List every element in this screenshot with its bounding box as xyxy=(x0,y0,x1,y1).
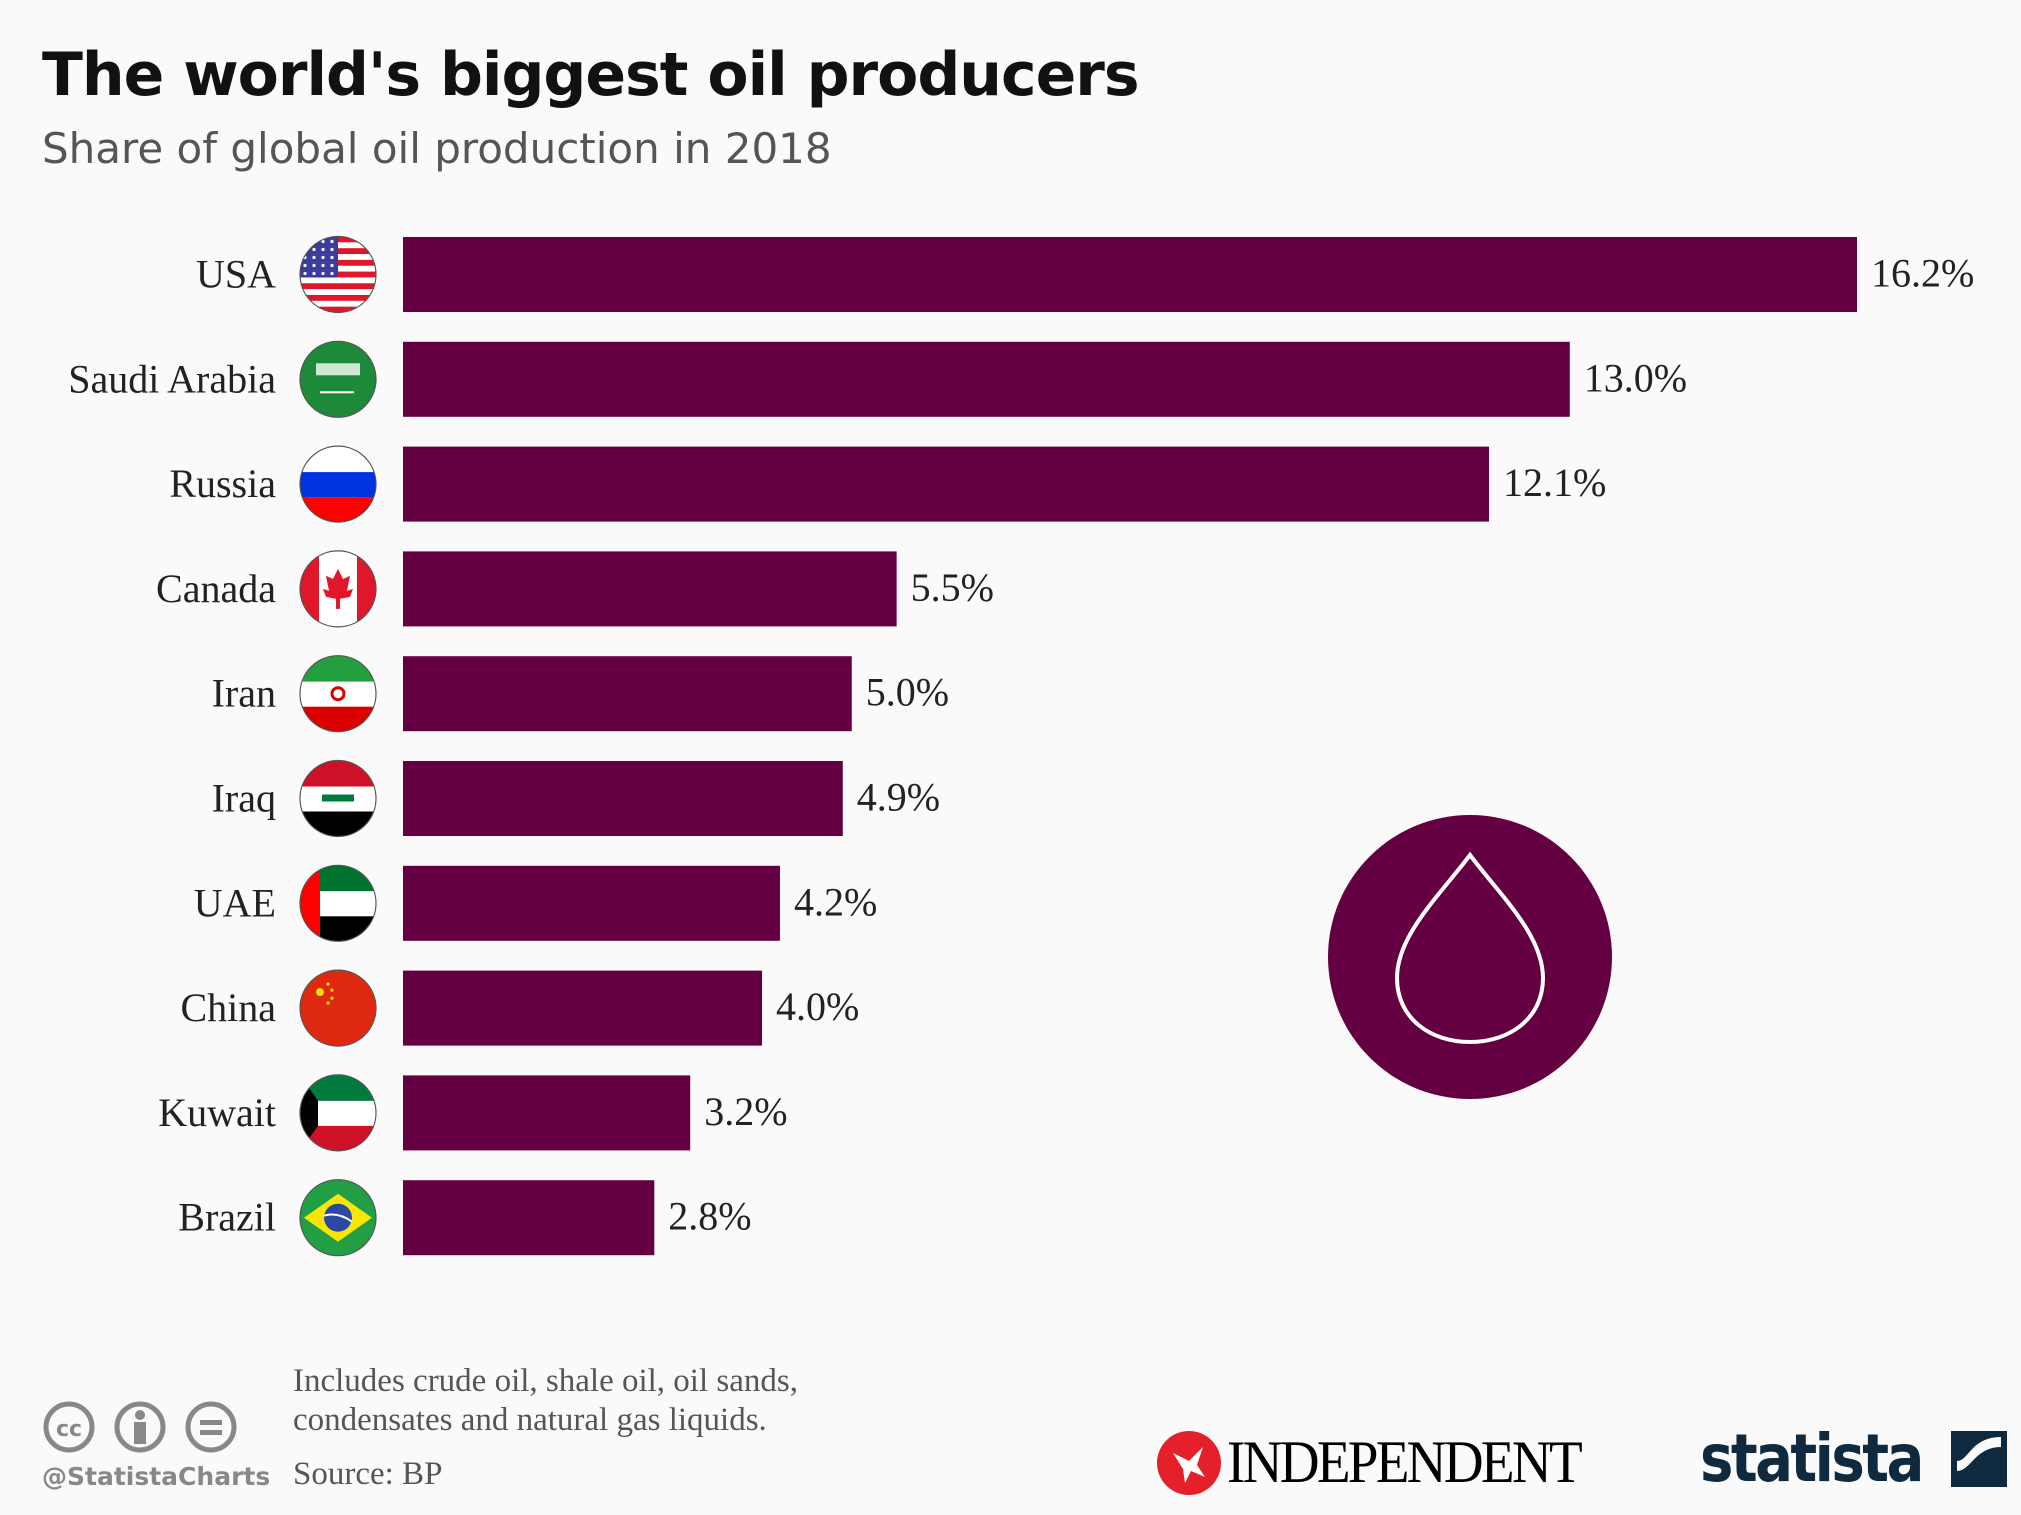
footnote: Includes crude oil, shale oil, oil sands… xyxy=(293,1362,798,1440)
value-label: 12.1% xyxy=(1503,460,1606,505)
no-derivatives-icon xyxy=(185,1401,237,1453)
bar-row: Saudi Arabia 13.0% xyxy=(68,340,1687,418)
svg-text:cc: cc xyxy=(56,1417,82,1442)
bar xyxy=(403,341,1570,417)
value-label: 2.8% xyxy=(668,1194,751,1239)
bar xyxy=(403,551,897,627)
oil-drop-icon xyxy=(1328,815,1612,1099)
bar xyxy=(403,865,780,941)
footnote-line: condensates and natural gas liquids. xyxy=(293,1402,767,1438)
brazil-flag-icon xyxy=(299,1179,377,1257)
kuwait-flag-icon xyxy=(299,1074,377,1152)
value-label: 3.2% xyxy=(704,1089,787,1134)
bar-row: Brazil 2.8% xyxy=(178,1179,752,1257)
value-label: 13.0% xyxy=(1584,355,1687,400)
canada-flag-icon xyxy=(299,550,377,628)
bar xyxy=(403,1075,691,1151)
iraq-flag-icon xyxy=(299,759,377,838)
category-label: Iran xyxy=(212,671,276,716)
statista-logo: statista xyxy=(1700,1420,2007,1497)
category-label: Canada xyxy=(156,566,276,611)
category-label: Iraq xyxy=(212,776,276,821)
category-label: China xyxy=(180,985,276,1030)
category-label: Kuwait xyxy=(158,1090,276,1135)
bar-row: Iraq 4.9% xyxy=(212,759,940,838)
value-label: 4.0% xyxy=(776,984,859,1029)
bar xyxy=(403,1180,655,1256)
bar xyxy=(403,237,1857,312)
category-label: Brazil xyxy=(178,1195,276,1240)
bar-row: Russia 12.1% xyxy=(169,445,1606,523)
eagle-icon xyxy=(1157,1430,1221,1495)
bar-chart: USA 16.2% Saudi Arabia 13.0% Russia 12.1% Cana… xyxy=(68,235,1974,1257)
china-flag-icon xyxy=(299,969,377,1047)
bar xyxy=(403,656,852,732)
bar-row: Kuwait 3.2% xyxy=(158,1074,788,1152)
bar xyxy=(403,761,843,836)
chart-title: The world's biggest oil producers xyxy=(42,40,1140,110)
independent-wordmark: INDEPENDENT xyxy=(1227,1429,1583,1495)
category-label: USA xyxy=(196,252,276,297)
license-icons: cc xyxy=(42,1400,242,1461)
category-label: UAE xyxy=(194,880,276,925)
statista-wordmark: statista xyxy=(1700,1420,1924,1497)
source-text: Source: BP xyxy=(293,1456,443,1492)
value-label: 4.2% xyxy=(794,879,877,924)
bar xyxy=(403,446,1490,522)
statista-handle[interactable]: @StatistaCharts xyxy=(42,1462,271,1491)
cc-icon: cc xyxy=(43,1401,95,1453)
independent-logo: INDEPENDENT xyxy=(1157,1428,1611,1497)
footnote-line: Includes crude oil, shale oil, oil sands… xyxy=(293,1363,798,1399)
bar-row: Canada 5.5% xyxy=(156,550,994,628)
saudi-arabia-flag-icon xyxy=(299,340,377,418)
bar-row: UAE 4.2% xyxy=(194,864,877,942)
bar-row: Iran 5.0% xyxy=(212,655,949,733)
statista-mark-icon xyxy=(1950,1430,2007,1487)
value-label: 16.2% xyxy=(1871,251,1974,296)
chart-subtitle: Share of global oil production in 2018 xyxy=(42,124,832,173)
russia-flag-icon xyxy=(299,445,377,523)
value-label: 4.9% xyxy=(857,775,940,820)
category-label: Russia xyxy=(169,461,276,506)
value-label: 5.0% xyxy=(866,670,949,715)
iran-flag-icon xyxy=(299,655,377,733)
category-label: Saudi Arabia xyxy=(68,356,276,401)
bar-row: China 4.0% xyxy=(180,969,859,1047)
bar xyxy=(403,970,763,1046)
uae-flag-icon xyxy=(299,864,377,942)
usa-flag-icon xyxy=(299,235,377,314)
bar-row: USA 16.2% xyxy=(196,235,1974,314)
attribution-icon xyxy=(114,1401,166,1453)
value-label: 5.5% xyxy=(911,565,994,610)
